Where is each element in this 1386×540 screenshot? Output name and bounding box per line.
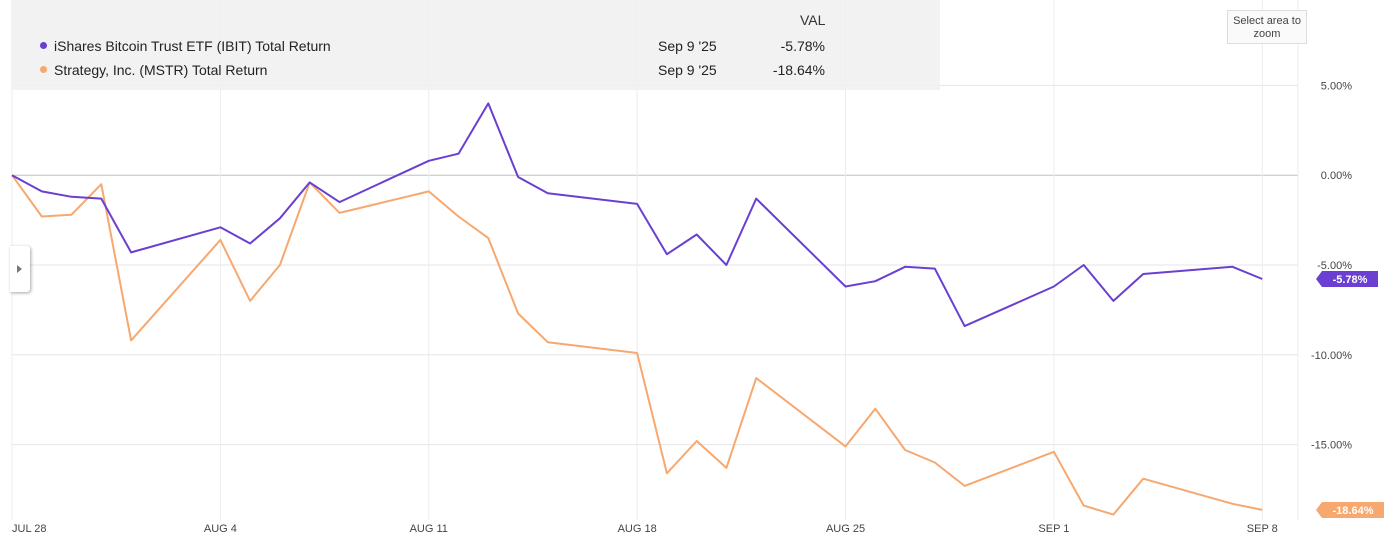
y-tick-label: 0.00% [1321, 170, 1352, 182]
x-tick-label: AUG 25 [826, 523, 865, 535]
legend-value-header: VAL [800, 12, 826, 28]
legend-panel: VAL iShares Bitcoin Trust ETF (IBIT) Tot… [12, 0, 940, 90]
chevron-right-icon [17, 265, 22, 273]
series-color-dot-ibit [40, 42, 47, 49]
end-value-label: -18.64% [1333, 505, 1374, 517]
end-value-label: -5.78% [1333, 274, 1368, 286]
y-tick-label: -5.00% [1317, 260, 1352, 272]
series-line-mstr [11, 174, 1263, 516]
end-value-tag [1316, 271, 1378, 288]
series-line-ibit [11, 102, 1263, 328]
legend-series-date: Sep 9 '25 [658, 38, 717, 54]
legend-series-value: -18.64% [772, 62, 825, 78]
y-tick-label: -10.00% [1311, 350, 1352, 362]
legend-series-date: Sep 9 '25 [658, 62, 717, 78]
end-value-tag [1316, 501, 1384, 518]
y-tick-label: -15.00% [1311, 440, 1352, 452]
y-tick-label: 5.00% [1321, 80, 1352, 92]
legend-series-name: Strategy, Inc. (MSTR) Total Return [54, 62, 268, 78]
series-color-dot-mstr [40, 66, 47, 73]
legend-series-name: iShares Bitcoin Trust ETF (IBIT) Total R… [54, 38, 331, 54]
legend-row-mstr[interactable]: Strategy, Inc. (MSTR) Total Return Sep 9… [24, 60, 940, 80]
legend-series-value: -5.78% [780, 38, 825, 54]
x-tick-label: AUG 4 [204, 523, 237, 535]
x-tick-label: AUG 18 [618, 523, 657, 535]
x-tick-label: SEP 1 [1038, 523, 1069, 535]
expand-panel-button[interactable] [10, 246, 30, 292]
x-tick-label: SEP 8 [1247, 523, 1278, 535]
x-tick-label: AUG 11 [410, 523, 448, 535]
x-tick-label: JUL 28 [12, 523, 46, 535]
legend-row-ibit[interactable]: iShares Bitcoin Trust ETF (IBIT) Total R… [24, 36, 940, 56]
select-area-to-zoom-hint[interactable]: Select area to zoom [1227, 10, 1307, 44]
